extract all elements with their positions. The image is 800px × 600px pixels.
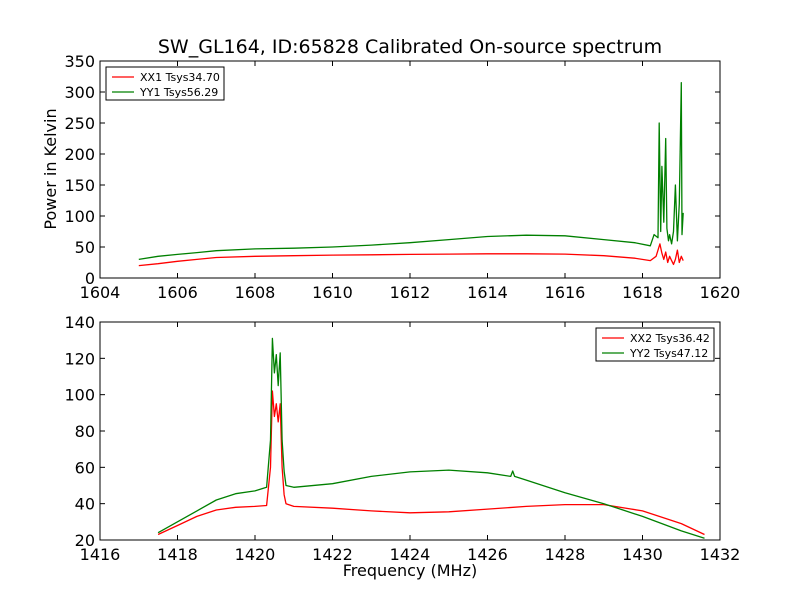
- x-tick-label: 1606: [157, 283, 198, 302]
- series-line-yy: [138, 82, 684, 261]
- y-tick-label: 250: [64, 114, 95, 133]
- x-tick-label: 1618: [622, 283, 663, 302]
- y-tick-label: 80: [75, 422, 95, 441]
- x-tick-label: 1430: [622, 545, 663, 564]
- series-group: [157, 337, 705, 539]
- legend-label: XX2 Tsys36.42: [630, 332, 710, 345]
- bottom-spectrum-panel: 1416 1418 1420 1422 1424 1426 1428 1430 1432 20 40…: [64, 313, 740, 564]
- series-line-xx: [157, 390, 705, 536]
- y-tick-label: 100: [64, 386, 95, 405]
- legend-label: XX1 Tsys34.70: [140, 71, 220, 84]
- legend-box: [595, 327, 715, 362]
- x-tick-label: 1616: [545, 283, 586, 302]
- x-tick-label: 1422: [312, 545, 353, 564]
- x-tick-label: 1418: [157, 545, 198, 564]
- x-tick-label: 1610: [312, 283, 353, 302]
- y-tick-label: 120: [64, 349, 95, 368]
- y-tick-label: 150: [64, 176, 95, 195]
- legend: XX1 Tsys34.70 YY1 Tsys56.29: [105, 66, 225, 101]
- y-tick-label: 0: [85, 269, 95, 288]
- y-tick-label: 40: [75, 495, 95, 514]
- series-group: [138, 82, 684, 267]
- series-line-yy: [157, 337, 705, 539]
- x-tick-label: 1420: [235, 545, 276, 564]
- y-tick-label: 300: [64, 83, 95, 102]
- x-tick-label: 1614: [467, 283, 508, 302]
- y-tick-label: 140: [64, 313, 95, 332]
- y-tick-label: 60: [75, 458, 95, 477]
- x-tick-label: 1416: [80, 545, 121, 564]
- x-tick-label: 1428: [545, 545, 586, 564]
- x-tick-label: 1604: [80, 283, 121, 302]
- legend-label: YY1 Tsys56.29: [139, 86, 218, 99]
- legend: XX2 Tsys36.42 YY2 Tsys47.12: [595, 327, 715, 362]
- y-tick-label: 350: [64, 52, 95, 71]
- legend-label: YY2 Tsys47.12: [629, 347, 708, 360]
- chart-title: SW_GL164, ID:65828 Calibrated On-source …: [158, 36, 662, 58]
- x-tick-label: 1424: [390, 545, 431, 564]
- x-axis-label: Frequency (MHz): [343, 561, 477, 580]
- x-tick-label: 1612: [390, 283, 431, 302]
- y-tick-label: 100: [64, 207, 95, 226]
- y-tick-label: 20: [75, 531, 95, 550]
- x-tick-label: 1426: [467, 545, 508, 564]
- y-tick-label: 200: [64, 145, 95, 164]
- legend-box: [105, 66, 225, 101]
- x-tick-label: 1432: [700, 545, 741, 564]
- x-tick-label: 1608: [235, 283, 276, 302]
- top-spectrum-panel: 1604 1606 1608 1610 1612 1614 1616 1618 1620 0 50 1…: [64, 52, 740, 302]
- y-tick-label: 50: [75, 238, 95, 257]
- series-line-xx: [138, 243, 684, 267]
- x-tick-label: 1620: [700, 283, 741, 302]
- y-axis-label: Power in Kelvin: [41, 108, 60, 229]
